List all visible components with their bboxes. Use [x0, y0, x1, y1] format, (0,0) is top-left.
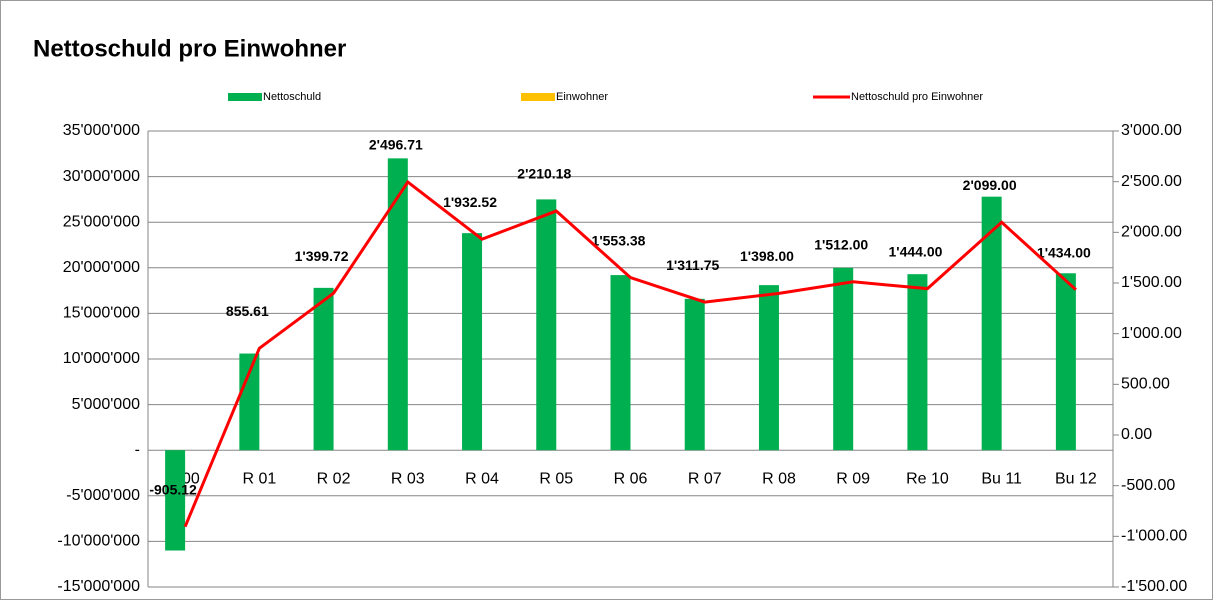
legend-swatch	[228, 93, 262, 101]
y-tick-label: 15'000'000	[63, 305, 140, 322]
bar	[610, 275, 631, 451]
bar	[536, 199, 557, 451]
legend-label: Nettoschuld pro Einwohner	[851, 91, 983, 103]
legend-label: Einwohner	[556, 91, 608, 103]
x-tick-label: R 04	[465, 470, 499, 487]
x-tick-label: R 01	[242, 470, 276, 487]
bar	[684, 298, 705, 451]
line	[183, 179, 1077, 528]
x-tick-label: R 07	[688, 470, 722, 487]
y2-tick-label: 1'000.00	[1121, 325, 1182, 342]
y-tick-label: -	[135, 441, 140, 458]
y-tick-label: 35'000'000	[63, 122, 140, 139]
y2-tick-label: 1'500.00	[1121, 274, 1182, 291]
y-tick-label: 5'000'000	[72, 396, 141, 413]
legend-label: Nettoschuld	[263, 91, 321, 103]
y2-tick-label: -1'500.00	[1121, 578, 1187, 595]
bar	[165, 450, 186, 551]
y2-tick-label: 500.00	[1121, 376, 1170, 393]
data-label: 855.61	[226, 303, 269, 319]
y-tick-label: 20'000'000	[63, 259, 140, 276]
data-label: 1'311.75	[666, 257, 719, 273]
data-label: 2'099.00	[963, 177, 1017, 193]
y-tick-label: 25'000'000	[63, 213, 140, 230]
bar	[462, 233, 483, 451]
bar	[833, 267, 854, 451]
y-tick-label: 10'000'000	[63, 350, 140, 367]
x-tick-label: R 03	[391, 470, 425, 487]
y2-tick-label: -500.00	[1121, 477, 1175, 494]
y2-tick-label: 2'500.00	[1121, 173, 1182, 190]
bar	[981, 196, 1002, 451]
bar	[907, 274, 928, 451]
data-label: -905.12	[149, 481, 197, 497]
bar	[239, 353, 260, 451]
x-tick-label: Bu 11	[981, 470, 1022, 487]
data-label: 2'496.71	[369, 137, 423, 153]
data-label: 1'553.38	[592, 232, 646, 248]
data-label: 1'444.00	[888, 243, 942, 259]
data-label: 1'932.52	[443, 194, 497, 210]
data-label: 2'210.18	[517, 166, 571, 182]
chart-title: Nettoschuld pro Einwohner	[33, 35, 346, 62]
x-tick-label: R 09	[836, 470, 870, 487]
data-label: 1'399.72	[295, 248, 349, 264]
bar	[1055, 273, 1076, 451]
y2-tick-label: 0.00	[1121, 426, 1152, 443]
x-tick-label: Re 10	[906, 470, 949, 487]
bar	[758, 285, 779, 451]
bar	[313, 287, 334, 451]
y-tick-label: -15'000'000	[57, 578, 140, 595]
x-tick-label: R 08	[762, 470, 796, 487]
x-tick-label: R 02	[317, 470, 351, 487]
x-tick-label: R 06	[614, 470, 648, 487]
bar	[387, 158, 408, 451]
y2-tick-label: -1'000.00	[1121, 528, 1187, 545]
y2-tick-label: 3'000.00	[1121, 122, 1182, 139]
y-tick-label: -10'000'000	[57, 533, 140, 550]
x-tick-label: Bu 12	[1055, 470, 1097, 487]
data-label: 1'434.00	[1037, 244, 1091, 260]
x-tick-label: R 05	[539, 470, 573, 487]
data-label: 1'398.00	[740, 248, 794, 264]
y2-tick-label: 2'000.00	[1121, 224, 1182, 241]
y-tick-label: 30'000'000	[63, 168, 140, 185]
y-tick-label: -5'000'000	[66, 487, 140, 504]
legend-swatch	[521, 93, 555, 101]
data-label: 1'512.00	[814, 236, 868, 252]
